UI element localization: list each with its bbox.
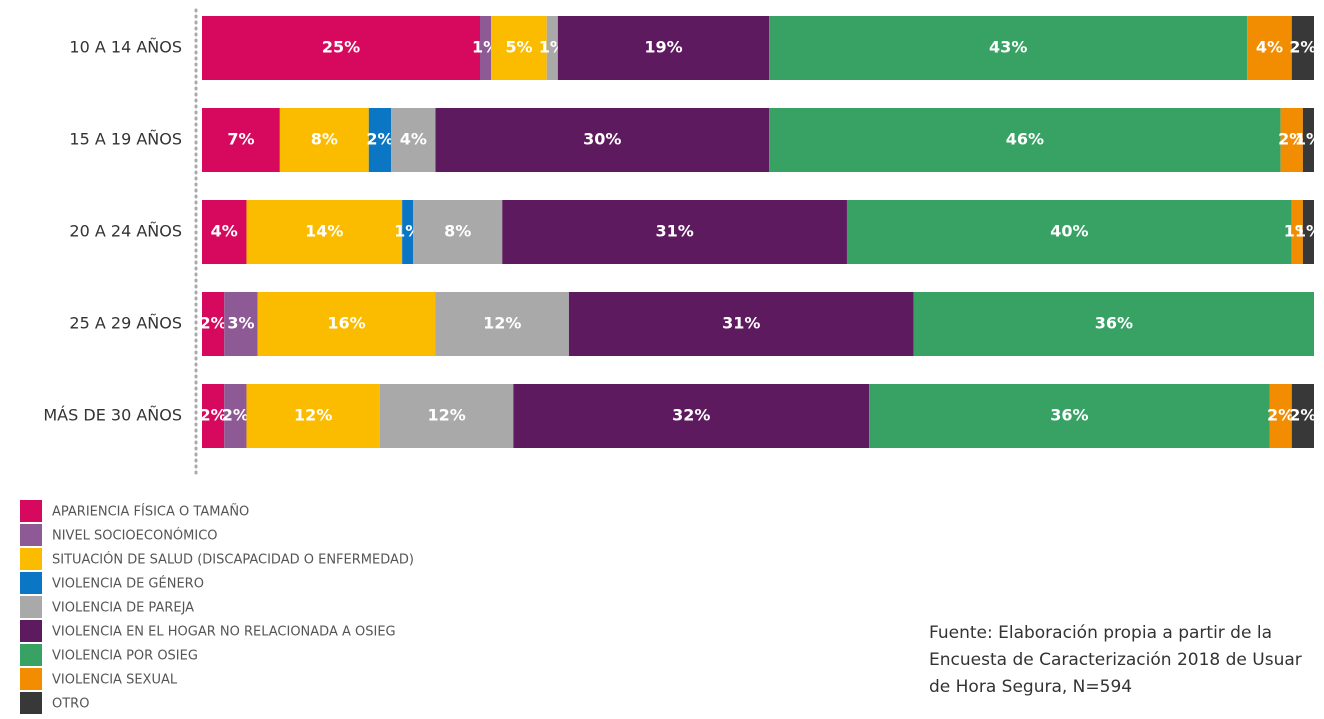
legend-swatch (20, 596, 42, 618)
data-label: 46% (1006, 130, 1044, 149)
data-label: 36% (1050, 406, 1088, 425)
y-tick-label: 15 A 19 AÑOS (69, 130, 182, 149)
legend-swatch (20, 692, 42, 714)
bar-segment (480, 16, 492, 80)
bar-segment (391, 108, 436, 172)
data-label: 2% (1289, 406, 1316, 425)
data-label: 2% (222, 406, 249, 425)
legend-swatch (20, 548, 42, 570)
bar-segment (513, 384, 870, 448)
data-label: 31% (655, 222, 693, 241)
source-note: Encuesta de Caracterización 2018 de Usua… (929, 650, 1302, 670)
legend-label: VIOLENCIA EN EL HOGAR NO RELACIONADA A O… (52, 625, 396, 640)
y-tick-label: 10 A 14 AÑOS (69, 38, 182, 57)
data-label: 36% (1095, 314, 1133, 333)
bar-segment (413, 200, 503, 264)
bar-segment (1247, 16, 1292, 80)
data-label: 14% (305, 222, 343, 241)
data-label: 4% (1256, 38, 1283, 57)
data-label: 2% (366, 130, 393, 149)
bar-segment (202, 200, 247, 264)
data-label: 16% (327, 314, 365, 333)
bar-segment (846, 200, 1292, 264)
bar-segment (1291, 384, 1314, 448)
bar-segment (202, 292, 225, 356)
bar-segment (502, 200, 847, 264)
bar-segment (257, 292, 436, 356)
bar-segment (224, 292, 258, 356)
bar-segment (368, 108, 392, 172)
data-label: 25% (322, 38, 360, 57)
bar-segment (491, 16, 547, 80)
legend-label: VIOLENCIA POR OSIEG (52, 649, 198, 664)
data-label: 31% (722, 314, 760, 333)
bar-segment (379, 384, 514, 448)
source-note: de Hora Segura, N=594 (929, 677, 1132, 697)
data-label: 43% (989, 38, 1027, 57)
data-label: 12% (427, 406, 465, 425)
data-label: 3% (227, 314, 254, 333)
bar-segment (435, 108, 770, 172)
legend-label: VIOLENCIA DE GÉNERO (52, 576, 204, 592)
bar-segment (1302, 200, 1314, 264)
bar-segment (1269, 384, 1292, 448)
data-label: 2% (1278, 130, 1305, 149)
data-label: 2% (1289, 38, 1316, 57)
source-note: Fuente: Elaboración propia a partir de l… (929, 623, 1272, 643)
legend-swatch (20, 572, 42, 594)
y-tick-label: 20 A 24 AÑOS (69, 222, 182, 241)
bar-segment (769, 16, 1248, 80)
data-label: 7% (227, 130, 254, 149)
legend-label: NIVEL SOCIOECONÓMICO (52, 528, 218, 544)
bar-segment (769, 108, 1281, 172)
data-label: 2% (200, 314, 227, 333)
bar-segment (1291, 200, 1303, 264)
data-label: 4% (400, 130, 427, 149)
data-label: 12% (294, 406, 332, 425)
bar-segment (202, 384, 225, 448)
data-label: 19% (644, 38, 682, 57)
bar-segment (435, 292, 569, 356)
bar-segment (869, 384, 1270, 448)
legend-label: VIOLENCIA DE PAREJA (52, 601, 194, 616)
bar-segment (1280, 108, 1303, 172)
data-label: 5% (505, 38, 532, 57)
bar-segment (913, 292, 1314, 356)
bar-segment (224, 384, 247, 448)
legend-label: APARIENCIA FÍSICA O TAMAÑO (52, 504, 249, 520)
bar-segment (1291, 16, 1314, 80)
data-label: 8% (311, 130, 338, 149)
bar-segment (279, 108, 369, 172)
data-label: 1% (1295, 222, 1322, 241)
bar-segment (202, 16, 480, 80)
bar-segment (546, 16, 558, 80)
data-label: 1% (1295, 130, 1322, 149)
data-label: 12% (483, 314, 521, 333)
y-tick-label: MÁS DE 30 AÑOS (43, 406, 182, 425)
data-label: 30% (583, 130, 621, 149)
bar-segment (402, 200, 414, 264)
legend-swatch (20, 620, 42, 642)
legend-label: VIOLENCIA SEXUAL (52, 673, 178, 688)
bar-segment (202, 108, 280, 172)
bar-segment (1302, 108, 1314, 172)
legend-label: OTRO (52, 697, 89, 712)
data-label: 32% (672, 406, 710, 425)
legend-swatch (20, 524, 42, 546)
bar-segment (568, 292, 914, 356)
bar-segment (557, 16, 770, 80)
legend-label: SITUACIÓN DE SALUD (DISCAPACIDAD O ENFER… (52, 552, 414, 568)
legend-swatch (20, 644, 42, 666)
data-label: 2% (1267, 406, 1294, 425)
data-label: 2% (200, 406, 227, 425)
legend-swatch (20, 668, 42, 690)
data-label: 40% (1050, 222, 1088, 241)
legend-swatch (20, 500, 42, 522)
y-tick-label: 25 A 29 AÑOS (69, 314, 182, 333)
bar-segment (246, 200, 403, 264)
data-label: 8% (444, 222, 471, 241)
bar-segment (246, 384, 380, 448)
data-label: 4% (211, 222, 238, 241)
